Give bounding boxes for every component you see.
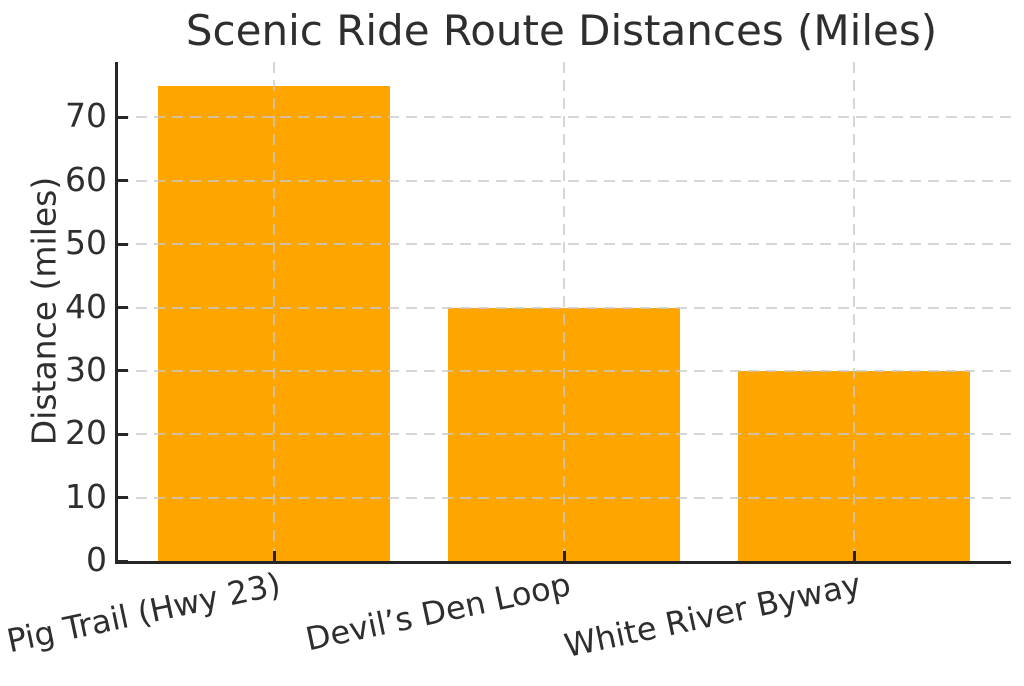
y-tick-label-20: 20 (65, 413, 107, 453)
y-tick-mark-60 (118, 179, 128, 183)
y-tick-mark-50 (118, 242, 128, 246)
plot-area (115, 62, 1011, 564)
y-tick-mark-40 (118, 306, 128, 310)
y-tick-label-60: 60 (65, 159, 107, 199)
x-tick-mark-1 (562, 551, 566, 561)
y-tick-mark-0 (118, 559, 128, 563)
y-tick-label-30: 30 (65, 349, 107, 389)
bar-0 (158, 85, 390, 561)
y-tick-label-70: 70 (65, 96, 107, 136)
y-tick-label-0: 0 (86, 540, 107, 579)
y-tick-label-50: 50 (65, 223, 107, 263)
y-tick-label-10: 10 (65, 476, 107, 516)
x-tick-label-1: Devil’s Den Loop (302, 565, 575, 659)
chart-title: Scenic Ride Route Distances (Miles) (185, 6, 938, 55)
y-tick-mark-20 (118, 432, 128, 436)
bar-1 (448, 307, 680, 561)
y-tick-mark-70 (118, 115, 128, 119)
y-tick-label-40: 40 (65, 286, 107, 326)
y-tick-mark-30 (118, 369, 128, 373)
y-tick-mark-10 (118, 496, 128, 500)
x-tick-label-0: Pig Trail (Hwy 23) (3, 565, 285, 661)
x-tick-mark-2 (852, 551, 856, 561)
x-tick-mark-0 (272, 551, 276, 561)
x-tick-label-2: White River Byway (561, 565, 865, 666)
bar-2 (738, 370, 970, 561)
